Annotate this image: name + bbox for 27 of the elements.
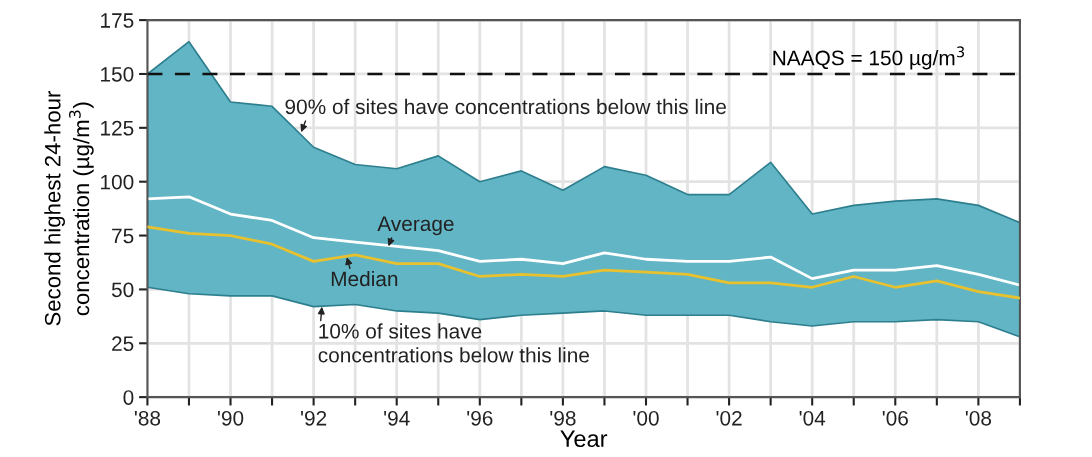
- y-tick-label: 25: [112, 336, 134, 352]
- y-tick-label: 125: [101, 120, 134, 136]
- x-tick-label: '88: [134, 410, 161, 426]
- x-axis-title: Year: [560, 430, 608, 448]
- annotation: 90% of sites have concentrations below this line: [285, 98, 726, 115]
- x-tick-label: '08: [965, 410, 992, 426]
- x-tick-label: '04: [799, 410, 826, 426]
- y-tick-label: 75: [112, 228, 134, 244]
- x-tick-label: '92: [301, 410, 327, 426]
- annotation: 10% of sites have concentrations below this line: [318, 323, 589, 363]
- y-tick-label: 100: [101, 174, 134, 190]
- y-axis-title: Second highest 24-hour concentration (µg/m$^{3}$): [44, 91, 94, 326]
- x-tick-label: '94: [384, 410, 410, 426]
- x-tick-label: '96: [467, 410, 493, 426]
- ref-line-label: NAAQS = 150 µg/m$^{3}$: [773, 46, 965, 70]
- y-tick-label: 150: [101, 66, 134, 82]
- x-tick-label: '06: [882, 410, 908, 426]
- x-tick-label: '98: [550, 410, 576, 426]
- y-tick-label: 50: [111, 282, 134, 298]
- y-tick-label: 175: [101, 13, 134, 28]
- y-tick-label: 0: [123, 390, 134, 405]
- x-tick-label: '00: [633, 410, 659, 426]
- line-series: [147, 195, 1020, 287]
- x-tick-label: '90: [218, 410, 244, 426]
- x-tick-label: '02: [716, 410, 742, 426]
- annotation: Median: [331, 270, 398, 287]
- annotation: Average: [377, 216, 454, 236]
